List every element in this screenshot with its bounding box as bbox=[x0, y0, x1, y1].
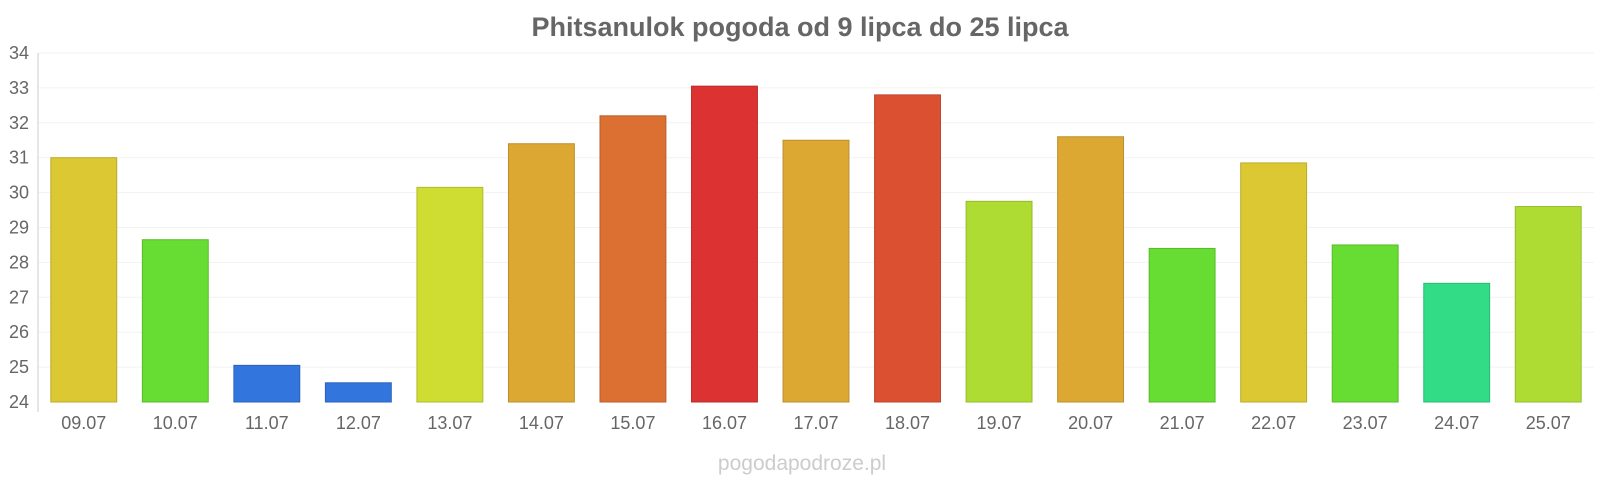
bar-18.07 bbox=[874, 94, 941, 403]
bar-09.07 bbox=[50, 157, 118, 403]
y-tick-label: 30 bbox=[9, 183, 29, 203]
x-tick-label: 18.07 bbox=[885, 413, 930, 433]
bar-14.07 bbox=[507, 143, 575, 403]
x-tick-label: 09.07 bbox=[61, 413, 106, 433]
x-tick-label: 10.07 bbox=[153, 413, 198, 433]
bar-20.07 bbox=[1057, 136, 1125, 403]
x-axis-ticks: 09.07 10.07 11.07 12.07 13.07 14.07 15.07 16.07… bbox=[61, 413, 1571, 433]
x-tick-label: 25.07 bbox=[1526, 413, 1571, 433]
y-tick-label: 29 bbox=[9, 218, 29, 238]
bar-15.07 bbox=[599, 115, 667, 403]
x-tick-label: 21.07 bbox=[1160, 413, 1205, 433]
x-tick-label: 19.07 bbox=[977, 413, 1022, 433]
bar-25.07 bbox=[1514, 206, 1582, 403]
y-tick-label: 27 bbox=[9, 287, 29, 307]
bar-17.07 bbox=[782, 139, 850, 403]
bar-16.07 bbox=[691, 85, 758, 403]
x-tick-label: 16.07 bbox=[702, 413, 747, 433]
y-tick-label: 32 bbox=[9, 113, 29, 133]
bar-23.07 bbox=[1331, 244, 1399, 403]
bar-24.07 bbox=[1423, 282, 1491, 403]
bar-21.07 bbox=[1148, 247, 1216, 403]
y-tick-label: 28 bbox=[9, 252, 29, 272]
x-tick-label: 23.07 bbox=[1343, 413, 1388, 433]
x-tick-label: 24.07 bbox=[1434, 413, 1479, 433]
bar-11.07 bbox=[233, 364, 301, 403]
x-tick-label: 20.07 bbox=[1068, 413, 1113, 433]
bar-22.07 bbox=[1240, 162, 1308, 403]
x-tick-label: 12.07 bbox=[336, 413, 381, 433]
x-tick-label: 11.07 bbox=[245, 413, 289, 433]
bar-13.07 bbox=[416, 186, 484, 403]
x-tick-label: 17.07 bbox=[793, 413, 838, 433]
chart-title: Phitsanulok pogoda od 9 lipca do 25 lipc… bbox=[531, 12, 1069, 42]
bar-10.07 bbox=[141, 239, 209, 403]
y-tick-label: 31 bbox=[9, 148, 29, 168]
y-axis-ticks: 24 25 26 27 28 29 30 31 32 33 34 bbox=[9, 43, 29, 412]
bars bbox=[50, 85, 1582, 403]
x-tick-label: 13.07 bbox=[427, 413, 472, 433]
y-tick-label: 33 bbox=[9, 78, 29, 98]
bar-12.07 bbox=[324, 382, 392, 403]
y-tick-label: 34 bbox=[9, 43, 29, 63]
y-tick-label: 26 bbox=[9, 322, 29, 342]
x-tick-label: 22.07 bbox=[1251, 413, 1296, 433]
watermark-text: pogodapodroze.pl bbox=[718, 452, 886, 475]
bar-19.07 bbox=[965, 200, 1033, 403]
x-tick-label: 14.07 bbox=[519, 413, 564, 433]
x-tick-label: 15.07 bbox=[610, 413, 655, 433]
y-tick-label: 25 bbox=[9, 357, 29, 377]
y-tick-label: 24 bbox=[9, 392, 29, 412]
